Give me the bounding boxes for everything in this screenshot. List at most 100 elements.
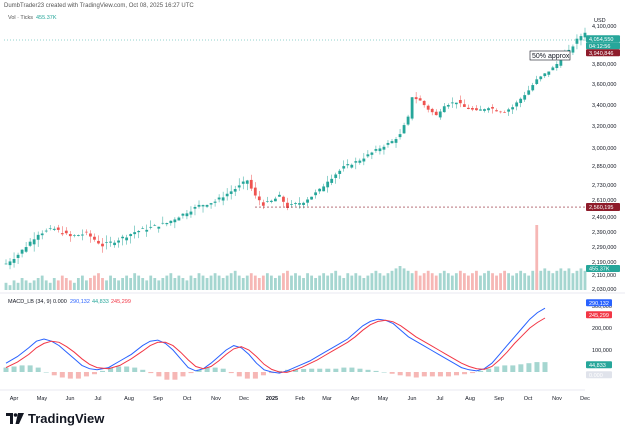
macd-histogram-bar (373, 370, 379, 372)
volume-bar (491, 273, 494, 290)
candle-body (382, 146, 386, 150)
volume-bar (434, 275, 438, 290)
candle-body (378, 148, 382, 152)
volume-bar (137, 275, 141, 290)
candle-body (68, 234, 72, 237)
candle-body (193, 206, 197, 209)
macd-histogram-bar (341, 367, 347, 372)
price-tick-label: 2,390,000 (592, 230, 616, 236)
volume-bar (205, 278, 209, 290)
candle-body (80, 234, 84, 236)
candle-body (374, 149, 378, 151)
macd-legend-title: MACD_LB (34, 9) (8, 299, 52, 305)
price-tag (586, 35, 620, 43)
volume-bar (225, 275, 229, 290)
macd-line (5, 307, 546, 374)
tradingview-logo[interactable]: TradingView (6, 411, 104, 426)
volume-bar (133, 273, 137, 290)
macd-histogram-bar (486, 368, 492, 372)
price-tick-label: 2,490,000 (592, 215, 616, 221)
candle-body (523, 95, 527, 100)
price-tag (586, 42, 620, 50)
candle-body (466, 107, 470, 109)
macd-histogram-bar (277, 370, 283, 372)
time-tick-label: Oct (183, 396, 192, 402)
candle-body (12, 259, 16, 263)
candle-body (60, 233, 64, 235)
candle-body (105, 242, 108, 243)
volume-bar (290, 275, 293, 290)
volume-legend: Vol · Ticks 455.37K (8, 15, 57, 21)
time-tick-label: Aug (124, 396, 134, 402)
time-axis[interactable]: Apr May Jun Jul Aug Sep Oct Nov Dec 2025 Feb Mar Apr… (10, 396, 590, 402)
candle-body (338, 170, 342, 174)
volume-bar (269, 275, 273, 290)
candle-body (237, 185, 241, 188)
macd-histogram-bar (252, 372, 258, 379)
volume-bar (579, 268, 583, 290)
candle-body (109, 241, 112, 243)
price-levels: 2,560,195 (255, 203, 620, 212)
volume-bar (575, 270, 579, 290)
macd-legend: MACD_LB (34, 9) 0.000 290,132 44,833 245… (8, 299, 131, 305)
volume-bar (382, 275, 386, 290)
volume-bar (362, 278, 366, 290)
price-tick-label: 3,000,000 (592, 146, 616, 152)
candle-body (28, 241, 32, 246)
candle-body (153, 225, 157, 226)
macd-histogram-bar (164, 372, 170, 380)
time-tick-label: Jun (66, 396, 75, 402)
macd-histogram-bar (365, 369, 371, 372)
candle-body (322, 186, 326, 192)
candle-body (458, 99, 462, 104)
candle-body (390, 141, 394, 144)
time-tick-label: Dec (239, 396, 249, 402)
macd-histogram-bar (19, 365, 25, 372)
candle-body (282, 196, 285, 202)
annotation-box[interactable]: 50% approx (529, 50, 571, 61)
candle-body (20, 249, 24, 254)
volume-bar (16, 282, 20, 290)
annotation-rect[interactable] (529, 50, 571, 61)
volume-bar (173, 278, 177, 290)
macd-histogram-bar (301, 368, 307, 372)
support-level-label: 2,560,195 (589, 205, 613, 211)
time-tick-label: Oct (524, 396, 533, 402)
volume-bar (543, 268, 547, 290)
candle-body (471, 108, 474, 110)
candle-body (350, 164, 354, 168)
volume-bar (4, 282, 8, 290)
macd-histogram-bar (518, 364, 524, 372)
candle-body (434, 111, 438, 116)
candle-body (32, 239, 36, 245)
macd-histogram-bar (11, 366, 17, 372)
volume-bar (342, 278, 346, 290)
volume-bar (221, 278, 225, 290)
volume-bar (294, 273, 297, 290)
volume-legend-value: 455.37K (36, 15, 57, 21)
candle-body (8, 261, 12, 266)
volume-bar (519, 270, 523, 290)
volume-bar (418, 275, 422, 290)
volume-bar (378, 273, 382, 290)
volume-bar (555, 270, 559, 290)
volume-bar (406, 270, 410, 290)
candle-body (426, 105, 430, 110)
candle-body (209, 203, 213, 205)
price-tick-label: 3,600,000 (592, 82, 616, 88)
candle-body (185, 213, 189, 217)
candle-body (579, 36, 583, 41)
candle-body (4, 263, 8, 265)
macd-histogram (3, 362, 548, 380)
volume-bar (97, 273, 100, 290)
candle-body (40, 233, 44, 236)
candle-body (157, 226, 161, 229)
candle-body (265, 201, 269, 202)
candle-body (97, 240, 100, 244)
macd-histogram-bar (91, 372, 97, 375)
macd-histogram-bar (148, 372, 154, 374)
candle-body (487, 108, 490, 111)
macd-histogram-bar (172, 372, 178, 380)
volume-bar (273, 278, 277, 290)
